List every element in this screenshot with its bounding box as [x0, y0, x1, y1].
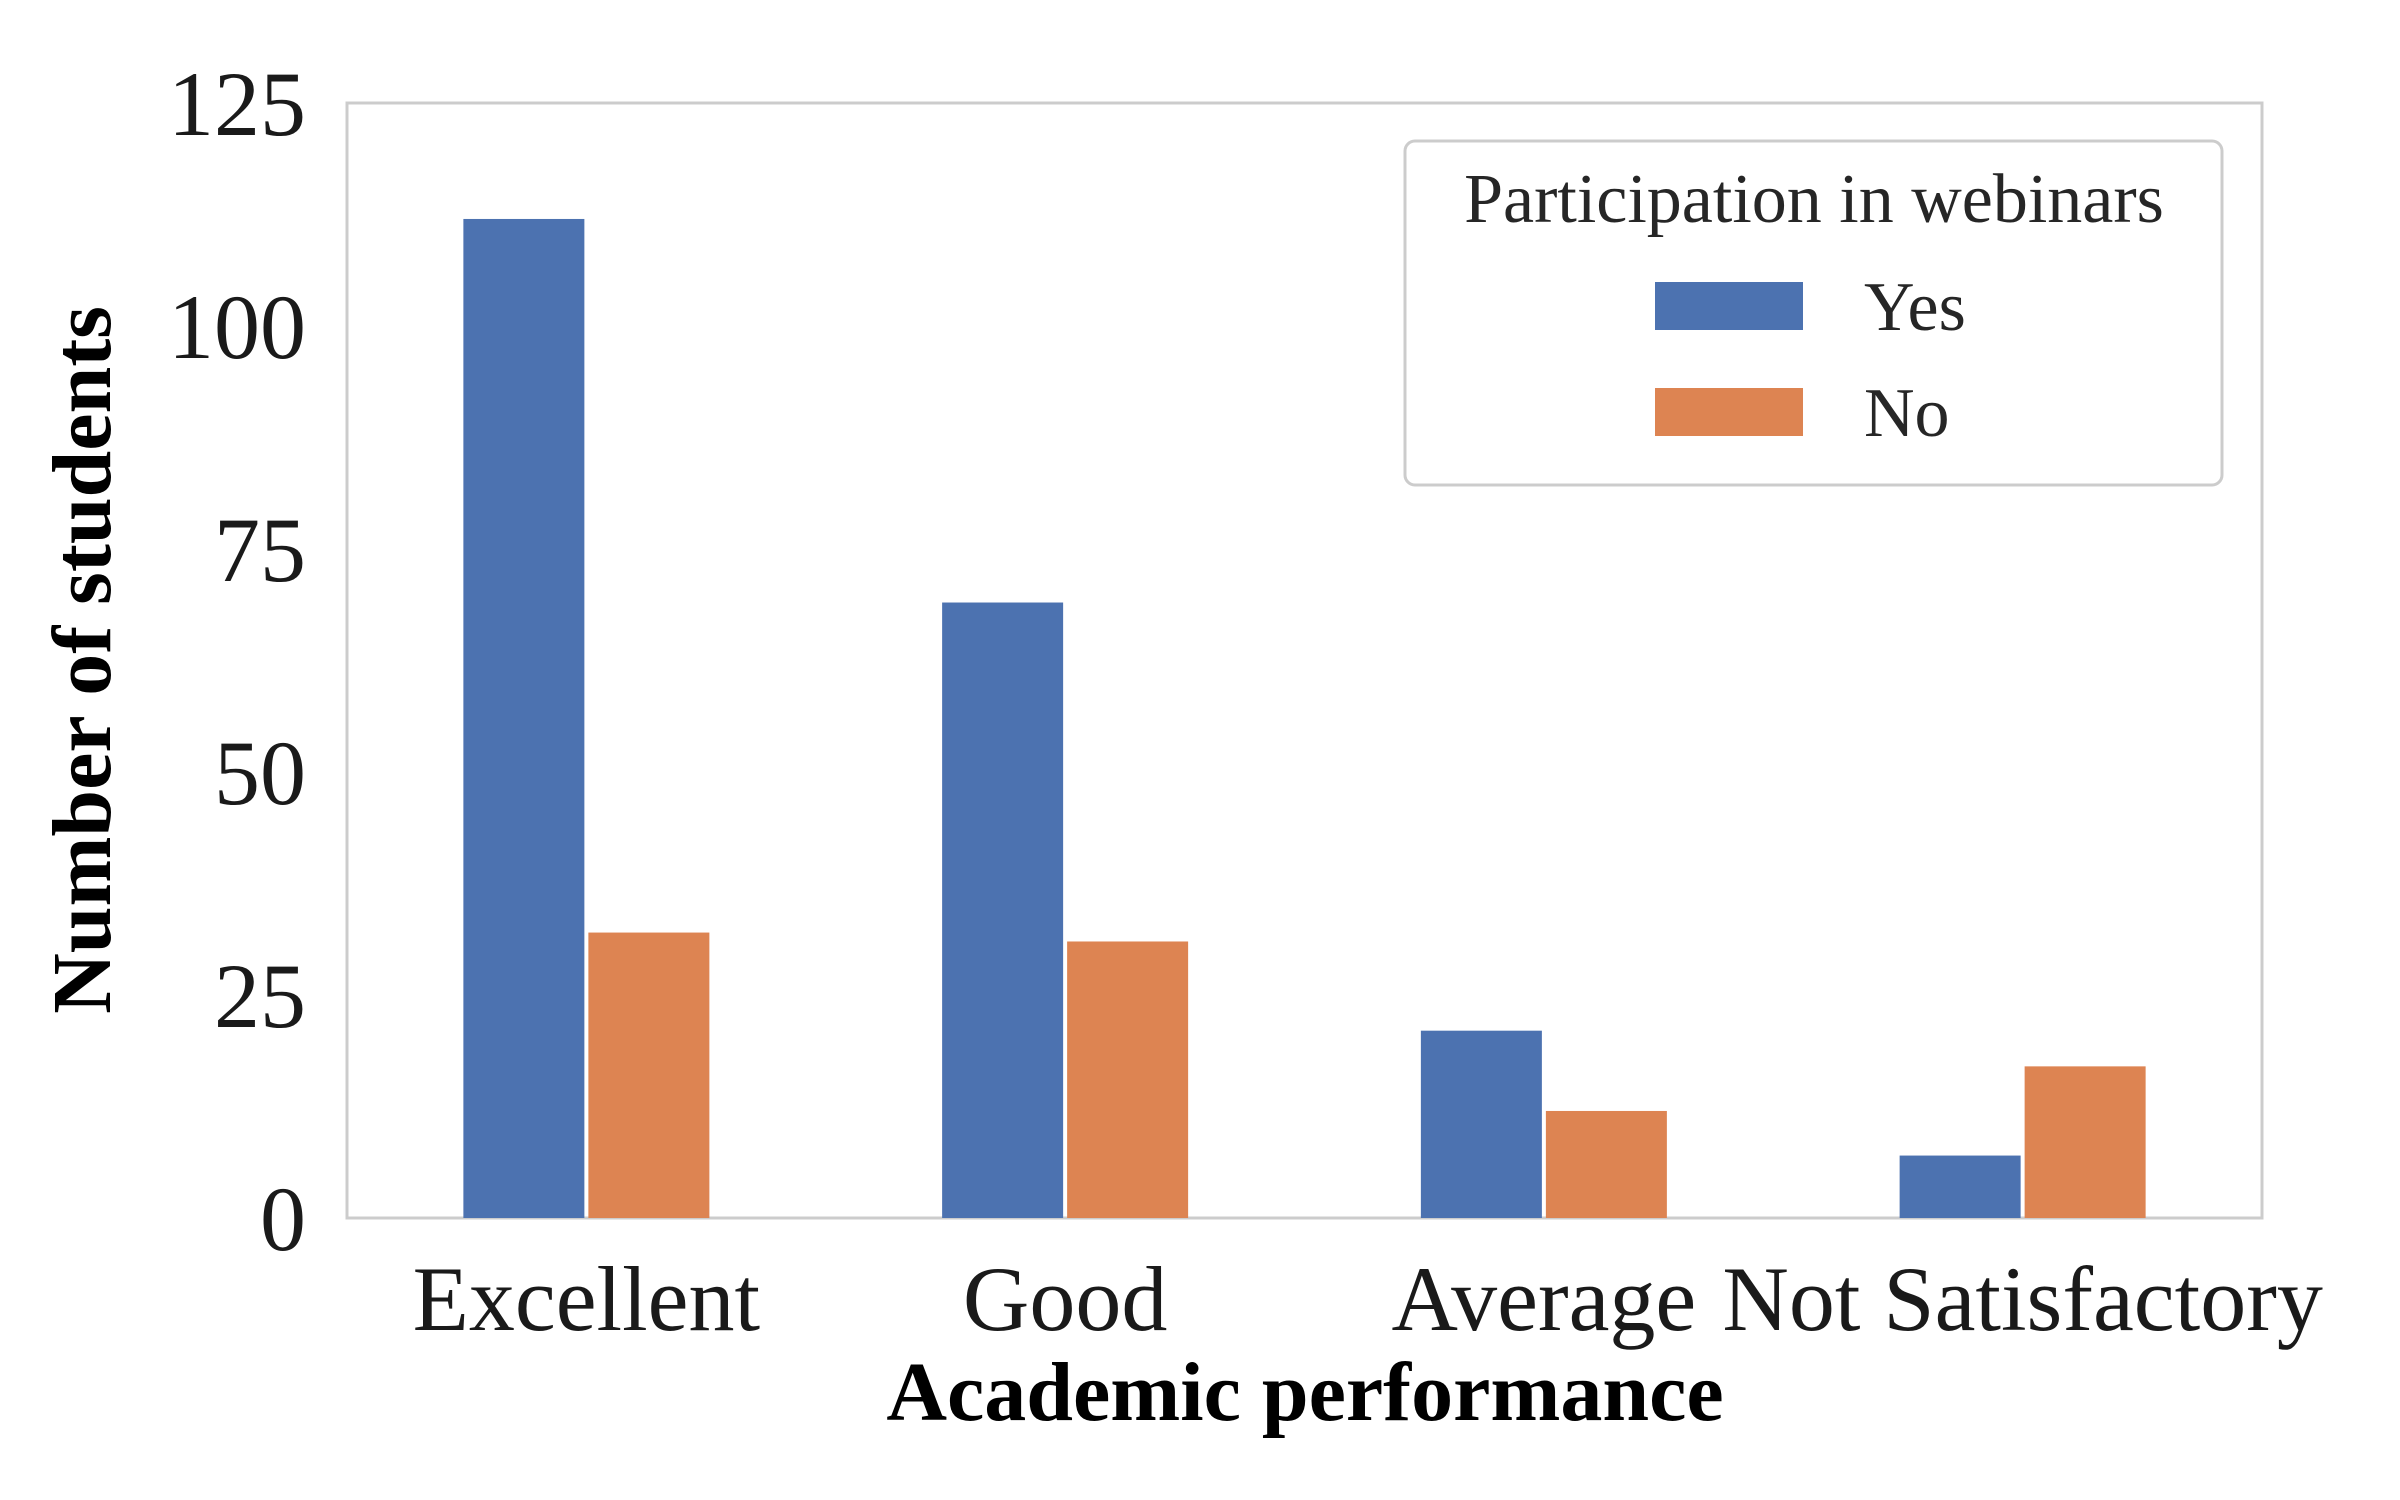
bar-good-no — [1067, 941, 1189, 1218]
x-tick-label: Average — [1392, 1248, 1697, 1350]
legend-label-no: No — [1864, 375, 1950, 452]
y-tick-label: 0 — [260, 1168, 306, 1270]
y-tick-label: 50 — [214, 722, 306, 824]
bar-excellent-yes — [463, 218, 585, 1218]
y-tick-label: 75 — [214, 499, 306, 601]
bar-average-no — [1545, 1110, 1667, 1218]
bar-average-yes — [1420, 1030, 1542, 1218]
y-tick-label: 25 — [214, 945, 306, 1047]
x-tick-label: Excellent — [413, 1248, 761, 1350]
x-tick-label: Not Satisfactory — [1722, 1248, 2322, 1350]
plot-frame — [345, 101, 2264, 1220]
legend-swatch-yes — [1655, 282, 1803, 330]
legend-title: Participation in webinars — [1464, 161, 2164, 238]
legend-swatch-no — [1655, 388, 1803, 436]
legend: Participation in webinars Yes No — [1403, 139, 2224, 487]
legend-frame — [1403, 139, 2224, 487]
y-tick-label: 100 — [168, 276, 306, 378]
bar-not-satisfactory-no — [2024, 1066, 2146, 1218]
x-tick-labels: Excellent Good Average Not Satisfactory — [413, 1248, 2323, 1350]
bar-good-yes — [942, 602, 1064, 1218]
bar-not-satisfactory-yes — [1899, 1155, 2021, 1218]
bars-layer — [463, 218, 2146, 1218]
x-axis-title: Academic performance — [886, 1346, 1723, 1439]
y-tick-label: 125 — [168, 53, 306, 155]
bar-excellent-no — [588, 932, 710, 1218]
y-axis-title: Number of students — [36, 306, 129, 1014]
y-tick-labels: 0 25 50 75 100 125 — [168, 53, 306, 1270]
legend-label-yes: Yes — [1864, 269, 1966, 346]
x-tick-label: Good — [963, 1248, 1167, 1350]
